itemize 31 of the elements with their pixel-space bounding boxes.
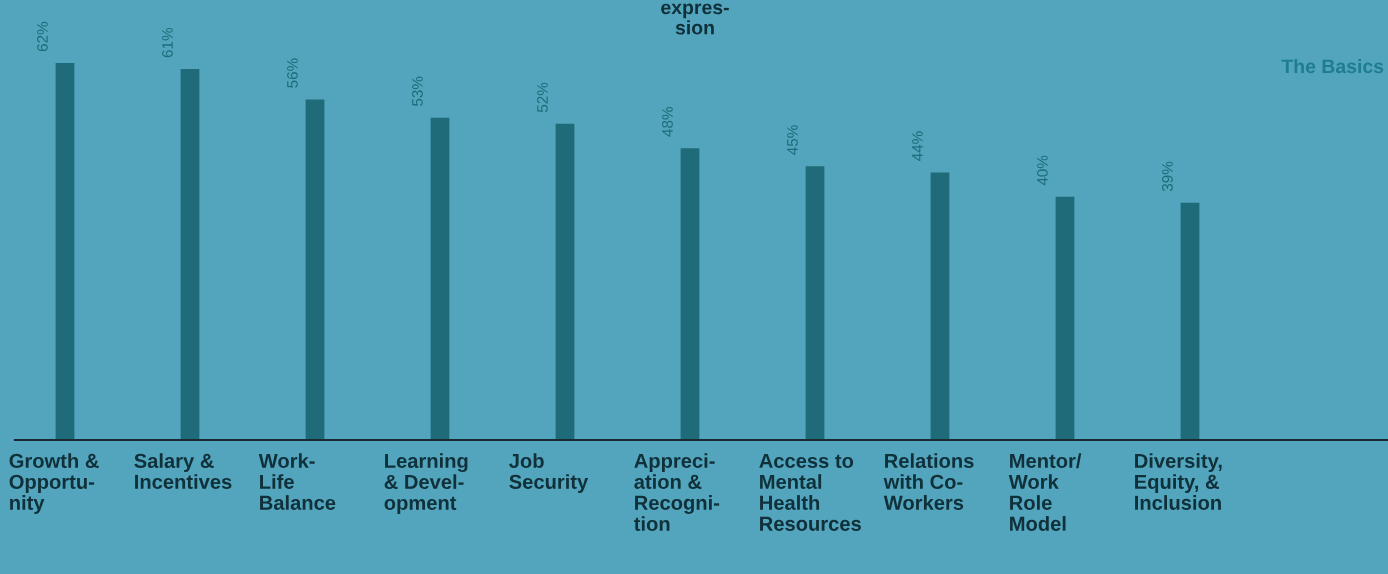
data-label: 61% <box>162 27 173 58</box>
x-tick-label: Relations with Co- Workers <box>883 453 974 510</box>
bar <box>55 63 75 440</box>
bar <box>680 148 700 440</box>
data-label: 52% <box>537 82 548 113</box>
data-label: 39% <box>1162 161 1173 192</box>
x-tick-label: Work- Life Balance <box>258 453 336 510</box>
bar <box>1180 202 1200 440</box>
bar <box>555 123 575 440</box>
x-tick-label: Access to Mental Health Resources <box>759 453 861 531</box>
bar <box>305 99 325 440</box>
data-label: 62% <box>37 21 48 52</box>
x-tick-label: Appreci- ation & Recogni- tion <box>634 453 720 531</box>
x-tick-label: Learning & Devel- opment <box>384 453 468 514</box>
x-tick-label: Growth & Opportu- nity <box>9 453 99 514</box>
x-tick-label: Diversity, Equity, & Inclusion <box>1135 453 1222 510</box>
bar <box>430 117 450 440</box>
x-tick-label: Mentor/ Work Role Model <box>1008 453 1082 531</box>
data-label: 40% <box>1037 155 1048 186</box>
x-tick-label: Job Security <box>509 453 589 493</box>
data-label: 53% <box>412 76 423 106</box>
x-tick-label: Salary & Incentives <box>134 453 232 489</box>
bar <box>930 172 950 440</box>
text: expres- sion <box>661 3 729 35</box>
data-label: 45% <box>787 125 798 155</box>
data-label: 44% <box>912 131 923 161</box>
bar <box>805 166 825 440</box>
data-label: 48% <box>662 106 673 137</box>
bar <box>1055 196 1075 440</box>
data-label: 56% <box>287 58 298 88</box>
bar <box>180 69 200 440</box>
